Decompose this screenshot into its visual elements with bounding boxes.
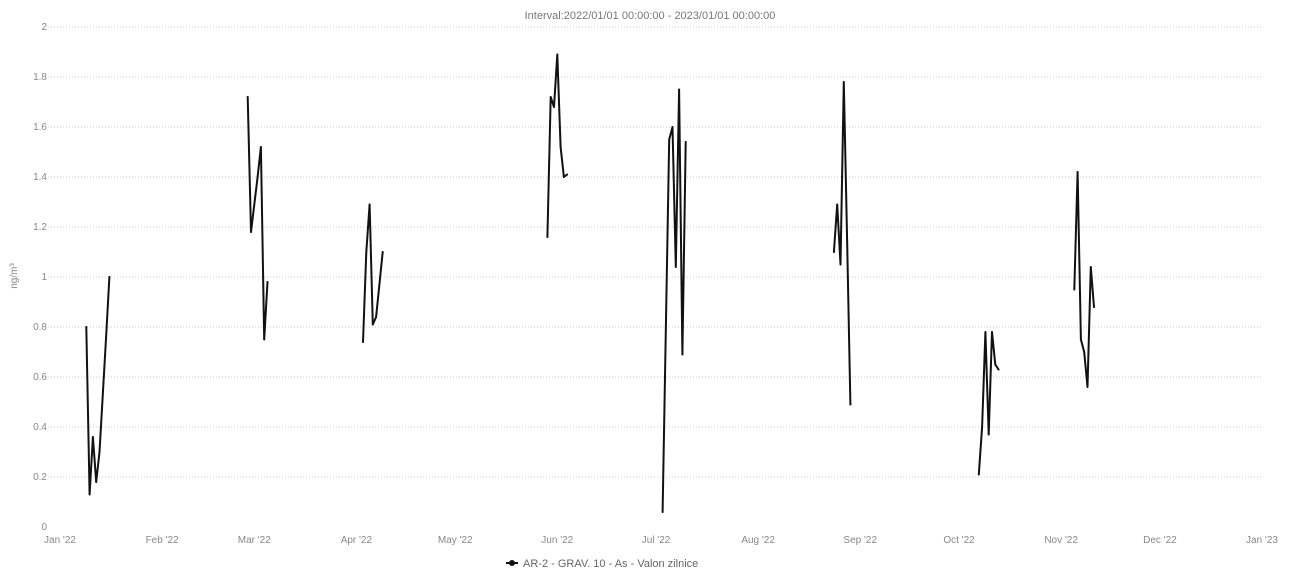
data-point: [981, 426, 983, 428]
data-point: [839, 263, 842, 266]
data-point: [991, 331, 993, 333]
x-tick-label: Jun '22: [541, 535, 573, 546]
data-point: [668, 138, 671, 141]
series-line-segment: [1073, 171, 1095, 388]
data-point: [849, 403, 852, 406]
x-tick-label: Nov '22: [1044, 535, 1078, 546]
data-point: [85, 326, 88, 328]
y-tick-label: 1.4: [33, 172, 47, 183]
x-tick-label: May '22: [438, 535, 473, 546]
data-point: [1086, 386, 1089, 388]
legend-label: AR-2 - GRAV. 10 - As - Valon zilnice: [523, 558, 698, 570]
data-point: [549, 96, 552, 98]
data-point: [546, 236, 549, 238]
data-point: [836, 203, 839, 206]
x-tick-label: Jan '23: [1246, 535, 1278, 546]
series-layer: [85, 53, 1095, 513]
data-point: [88, 493, 91, 496]
data-point: [684, 141, 687, 143]
y-tick-label: 0.4: [33, 422, 47, 433]
data-point: [994, 363, 997, 366]
chart-title: Interval:2022/01/01 00:00:00 - 2023/01/0…: [525, 10, 776, 22]
legend[interactable]: AR-2 - GRAV. 10 - As - Valon zilnice: [506, 558, 698, 570]
data-point: [92, 436, 94, 438]
x-tick-label: Feb '22: [146, 535, 179, 546]
data-point: [977, 473, 980, 476]
x-tick-label: Sep '22: [843, 535, 877, 546]
series-line-segment: [661, 88, 687, 513]
data-point: [381, 251, 384, 253]
grid-layer: [48, 26, 1262, 478]
data-point: [681, 353, 684, 356]
data-point: [260, 146, 262, 148]
y-tick-label: 1.2: [33, 222, 47, 233]
data-point: [362, 341, 364, 343]
data-point: [256, 176, 259, 178]
data-point: [553, 106, 555, 108]
series-line-segment: [832, 81, 852, 406]
data-point: [368, 203, 371, 206]
data-point: [842, 81, 845, 83]
y-tick-label: 0.6: [33, 372, 47, 383]
data-point: [563, 176, 565, 178]
data-point: [375, 316, 377, 318]
x-tick-label: Oct '22: [943, 535, 975, 546]
data-point: [1080, 338, 1082, 341]
data-point: [671, 126, 674, 128]
y-axis-ticks: 0 0.2 0.4 0.6 0.8 1 1.2 1.4 1.6 1.8 2: [33, 22, 47, 533]
data-point: [987, 433, 990, 436]
x-tick-label: Jul '22: [642, 535, 671, 546]
legend-dot-marker: [509, 560, 515, 566]
data-point: [98, 451, 101, 453]
y-tick-label: 0.8: [33, 322, 47, 333]
data-point: [661, 511, 664, 513]
data-point: [1073, 288, 1076, 291]
data-point: [833, 251, 835, 253]
data-point: [846, 238, 848, 241]
y-tick-label: 1.8: [33, 72, 47, 83]
y-tick-label: 1.6: [33, 122, 47, 133]
data-point: [266, 281, 269, 283]
x-tick-label: Dec '22: [1143, 535, 1177, 546]
series-line-segment: [85, 276, 111, 496]
x-tick-label: Aug '22: [741, 535, 775, 546]
series-line-segment: [362, 203, 384, 343]
data-point: [678, 88, 680, 91]
data-point: [108, 276, 111, 278]
data-point: [1076, 171, 1079, 173]
data-point: [95, 481, 98, 483]
data-point: [566, 173, 568, 176]
y-axis-label: ng/m³: [9, 263, 20, 289]
series-group: [85, 53, 1095, 513]
data-point: [556, 53, 559, 56]
y-tick-label: 1: [41, 272, 47, 283]
x-axis-ticks: Jan '22 Feb '22 Mar '22 Apr '22 May '22 Jun '…: [44, 535, 1278, 546]
data-point: [250, 231, 252, 233]
y-tick-label: 0: [41, 522, 47, 533]
data-point: [1089, 266, 1092, 268]
x-tick-label: Apr '22: [341, 535, 373, 546]
series-line-segment: [977, 331, 1000, 476]
data-point: [263, 338, 266, 341]
data-point: [1083, 351, 1086, 353]
series-line-segment: [546, 53, 569, 238]
data-point: [105, 336, 107, 338]
data-point: [365, 251, 368, 253]
data-point: [246, 96, 249, 98]
series-line-segment: [246, 96, 269, 341]
data-point: [984, 331, 987, 333]
data-point: [1093, 306, 1095, 308]
y-tick-label: 0.2: [33, 472, 47, 483]
x-tick-label: Mar '22: [238, 535, 271, 546]
data-point: [674, 266, 677, 268]
x-tick-label: Jan '22: [44, 535, 76, 546]
data-point: [371, 323, 374, 326]
data-point: [559, 146, 562, 148]
y-tick-label: 2: [41, 22, 47, 33]
data-point: [997, 368, 1000, 371]
